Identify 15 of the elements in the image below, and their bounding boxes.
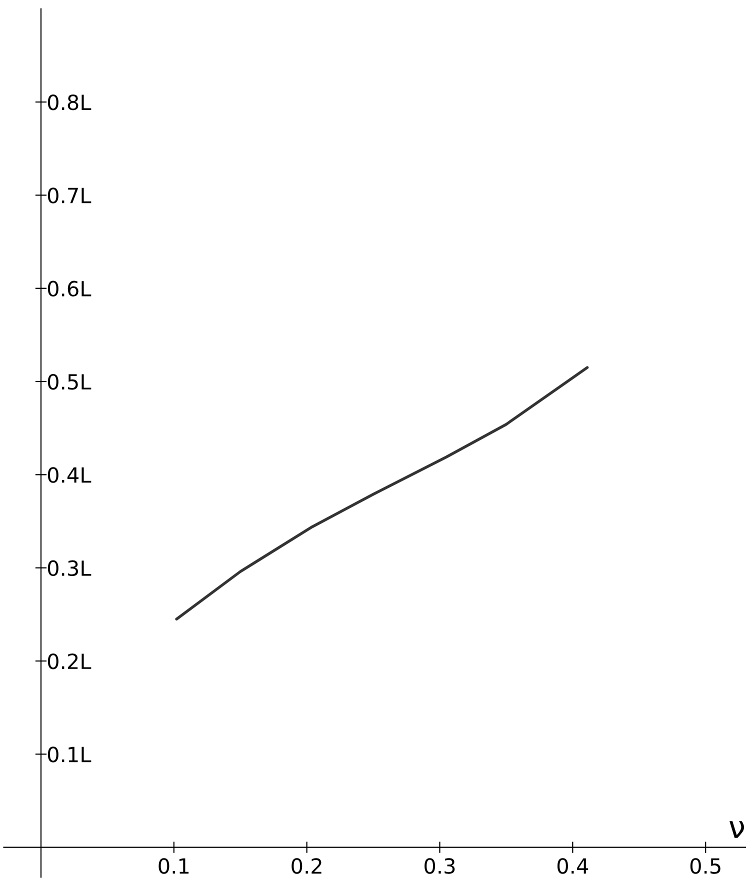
y-tick-label: 0.1L [48, 746, 92, 762]
y-tick-label: 0.4L [48, 467, 92, 483]
y-tick-label: 0.6L [48, 280, 92, 297]
x-tick-label: 0.5 [690, 858, 720, 874]
y-tick-label: 0.3L [48, 560, 92, 576]
y-tick-label: 0.7L [48, 188, 92, 204]
x-tick-label: 0.1 [158, 858, 189, 874]
x-tick-label: 0.4 [557, 858, 588, 874]
y-tick-label: 0.8L [48, 94, 92, 110]
line-series [175, 366, 589, 620]
y-tick-label: 0.5L [48, 374, 92, 390]
x-tick-label: 0.3 [424, 858, 455, 874]
y-tick-label: 0.2L [48, 653, 92, 670]
x-axis-title: ν [730, 821, 744, 838]
x-tick-label: 0.2 [292, 858, 322, 874]
